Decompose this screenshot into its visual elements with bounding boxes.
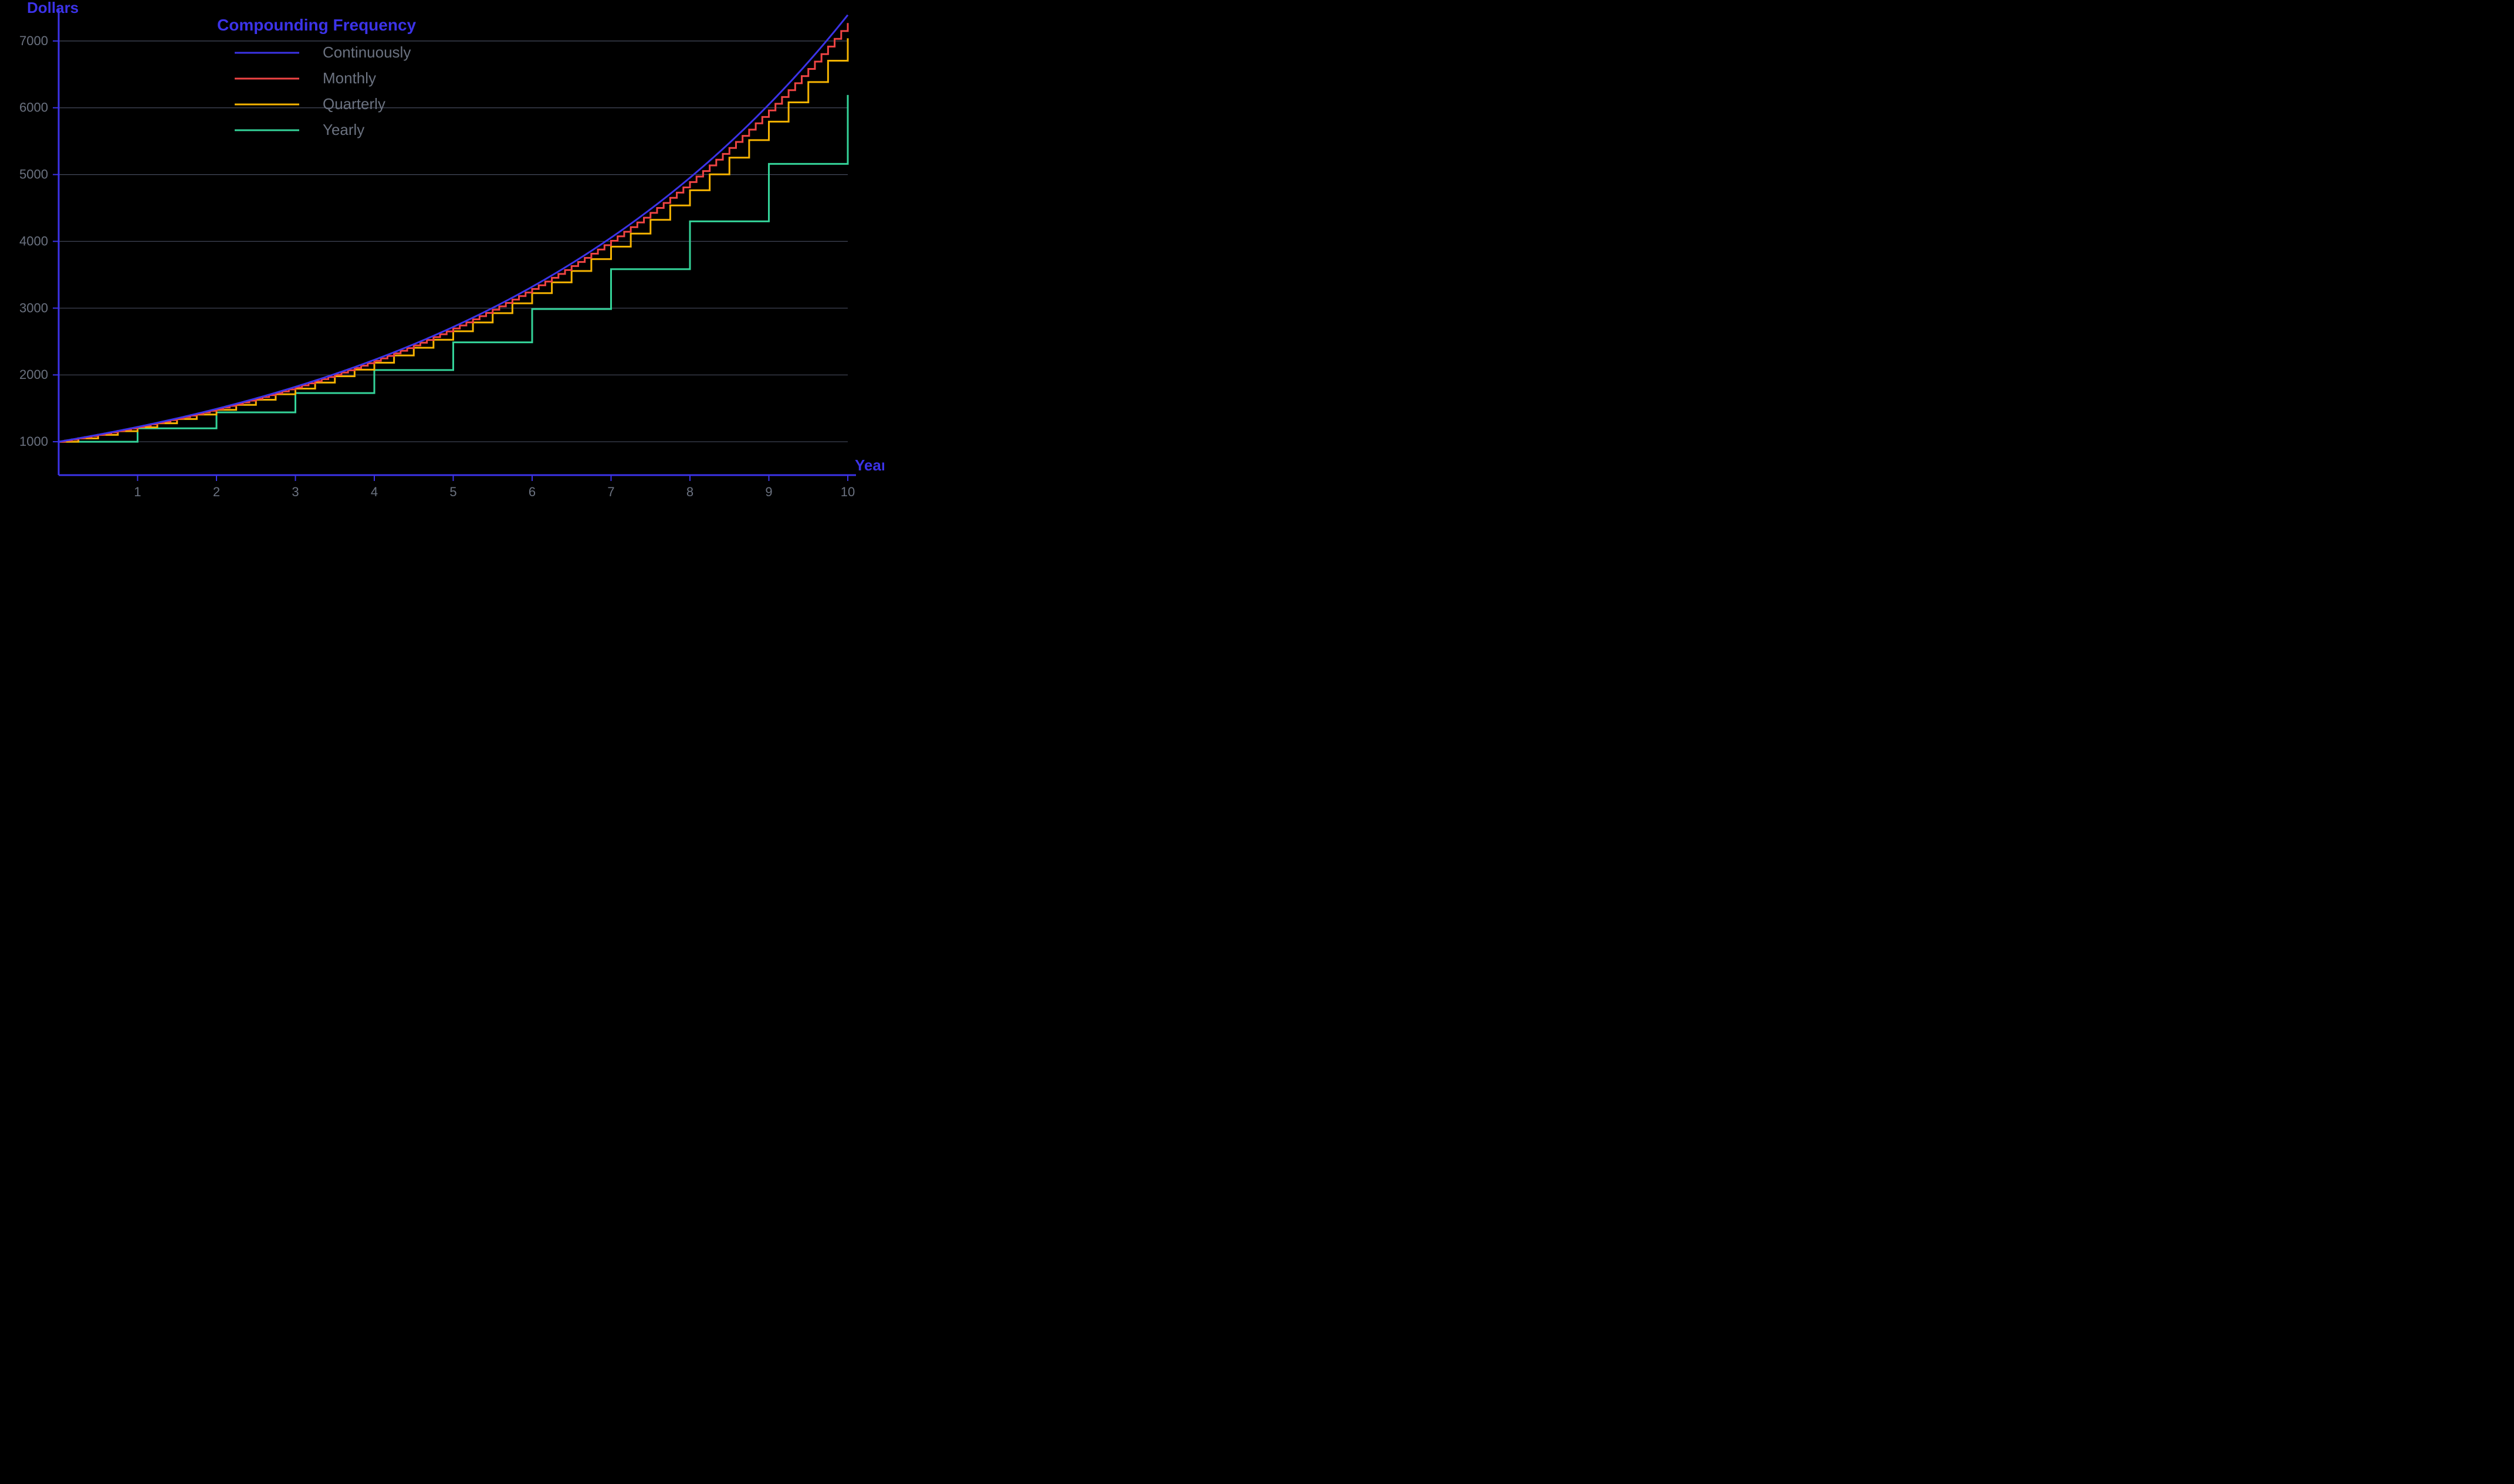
x-tick-label: 2 [213,484,220,499]
x-tick-label: 6 [529,484,536,499]
y-tick-label: 5000 [19,167,48,182]
chart-container: 1 2 3 4 5 6 7 8 9 10 1000 2000 3000 4000 5000 6000 7000 D… [0,0,884,522]
legend-label: Continuously [323,43,411,61]
legend-title: Compounding Frequency [217,16,417,34]
legend-label: Yearly [323,121,364,138]
chart-bg [0,0,884,522]
y-tick-label: 7000 [19,33,48,48]
legend-label: Monthly [323,69,376,87]
y-tick-label: 6000 [19,100,48,115]
x-tick-label: 8 [686,484,693,499]
y-tick-label: 1000 [19,434,48,449]
x-tick-label: 1 [134,484,141,499]
legend-label: Quarterly [323,95,385,113]
x-tick-label: 10 [841,484,855,499]
x-tick-label: 7 [607,484,614,499]
y-tick-label: 2000 [19,367,48,382]
y-tick-label: 4000 [19,233,48,248]
y-tick-label: 3000 [19,300,48,315]
x-tick-label: 9 [765,484,772,499]
x-tick-label: 4 [371,484,378,499]
y-axis-title: Dollars [27,0,79,16]
x-axis-title: Years [855,456,884,474]
x-tick-label: 5 [449,484,456,499]
compounding-chart: 1 2 3 4 5 6 7 8 9 10 1000 2000 3000 4000 5000 6000 7000 D… [0,0,884,522]
x-tick-label: 3 [292,484,299,499]
